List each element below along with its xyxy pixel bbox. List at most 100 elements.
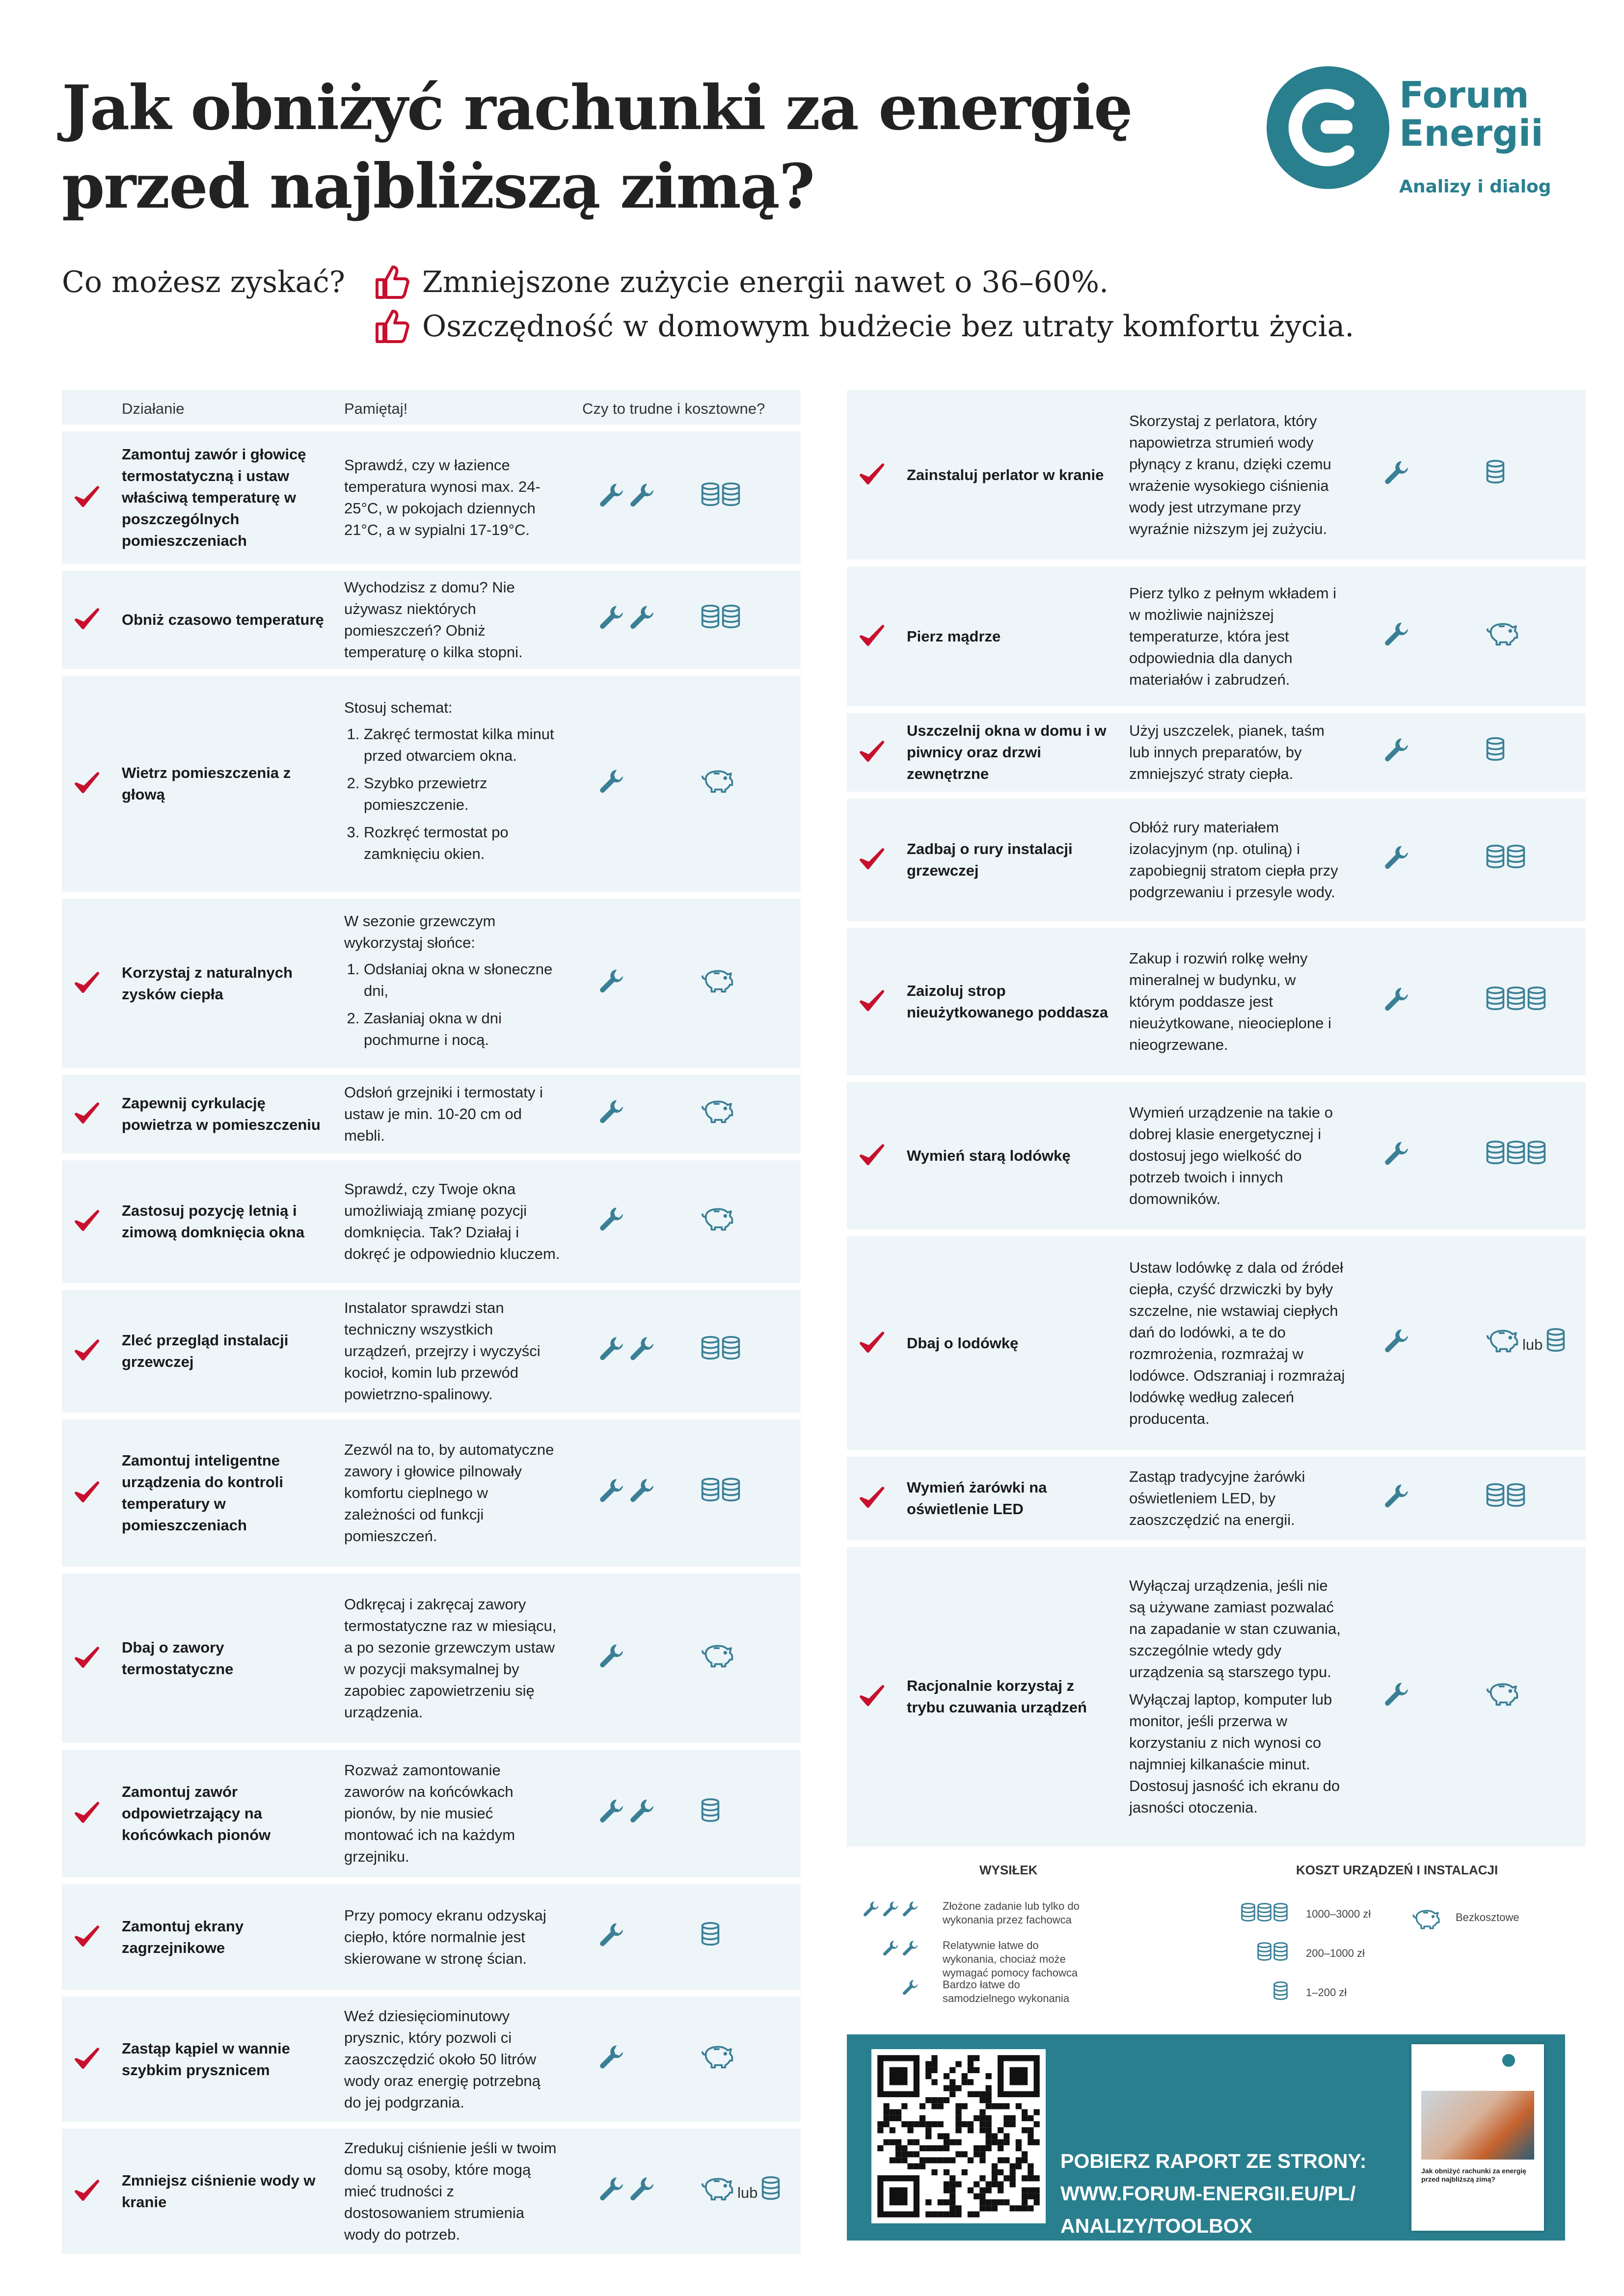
effort-rating xyxy=(1382,985,1412,1019)
header-action: Działanie xyxy=(122,400,185,417)
action-text: Zastąp kąpiel w wannie szybkim prysznice… xyxy=(122,2039,290,2079)
action-row: Pierz mądrze Pierz tylko z pełnym wkładem… xyxy=(847,566,1586,706)
action-text: Zainstaluj perlator w kranie xyxy=(907,466,1104,483)
action-row: Zastąp kąpiel w wannie szybkim prysznice… xyxy=(62,1997,801,2122)
remember-text: Rozważ zamontowanie zaworów na końcówkac… xyxy=(344,1762,515,1865)
piggy-bank-icon xyxy=(1486,622,1518,645)
thumbs-up-icon xyxy=(376,266,409,299)
effort-rating xyxy=(1382,458,1412,492)
or-label: lub xyxy=(1522,1335,1543,1353)
wrench-icon xyxy=(600,1922,623,1946)
wrench-icon xyxy=(600,1337,623,1361)
wrench-icon xyxy=(600,770,623,793)
action-row: Uszczelnij okna w domu i w piwnicy oraz … xyxy=(847,713,1586,792)
coins-stack-icon xyxy=(701,1335,720,1360)
remember-text: Przy pomocy ekranu odzyskaj ciepło, któr… xyxy=(344,1906,546,1967)
action-text: Zapewnij cyrkulację powietrza w pomieszc… xyxy=(122,1095,321,1133)
coins-stack-icon xyxy=(701,1922,720,1946)
checkmark-icon xyxy=(75,1481,100,1503)
effort-rating xyxy=(597,481,658,515)
legend-free: Bezkosztowe xyxy=(1411,1907,1519,1930)
cost-rating xyxy=(700,1476,741,1510)
wrench-icon xyxy=(600,1644,623,1667)
legend-cost-title: KOSZT URZĄDZEŃ I INSTALACJI xyxy=(1296,1863,1498,1877)
remember-text: Skorzystaj z perlatora, który napowietrz… xyxy=(1129,412,1331,537)
action-text: Obniż czasowo temperaturę xyxy=(122,611,324,628)
checkmark-icon xyxy=(860,1487,885,1508)
checkmark-icon xyxy=(75,1210,100,1231)
wrench-icon xyxy=(1385,738,1408,762)
effort-rating xyxy=(1382,1680,1412,1714)
logo-name: Forum Energii xyxy=(1399,74,1543,155)
wrench-icon xyxy=(903,1901,918,1917)
coins-stack-icon xyxy=(762,2176,780,2200)
piggy-bank-icon xyxy=(701,1100,733,1123)
action-row: Dbaj o zawory termostatyczne Odkręcaj i z… xyxy=(62,1574,801,1743)
gains-label: Co możesz zyskać? xyxy=(62,265,345,299)
action-text: Zleć przegląd instalacji grzewczej xyxy=(122,1332,289,1370)
effort-rating xyxy=(597,1097,627,1131)
coins-stack-icon xyxy=(701,1798,720,1822)
remember-text: Weź dziesięciominutowy prysznic, który p… xyxy=(344,2007,541,2111)
coins-stack-icon xyxy=(1507,844,1525,869)
cost-rating xyxy=(700,1796,721,1831)
action-row: Zaizoluj strop nieużytkowanego poddasza Z… xyxy=(847,928,1586,1075)
wrench-icon xyxy=(600,1799,623,1823)
wrench-icon xyxy=(600,1100,623,1123)
coins-stack-icon xyxy=(701,1477,720,1502)
qr-code[interactable] xyxy=(871,2049,1046,2223)
checkmark-icon xyxy=(860,1685,885,1707)
logo-e-icon xyxy=(1267,66,1389,189)
legend: WYSIŁEK KOSZT URZĄDZEŃ I INSTALACJI Złoż… xyxy=(847,1863,1586,2005)
coins-stack-icon xyxy=(1241,1903,1255,1922)
action-row: Zapewnij cyrkulację powietrza w pomieszc… xyxy=(62,1075,801,1153)
action-text: Zamontuj ekrany zagrzejnikowe xyxy=(122,1917,244,1956)
piggy-bank-icon xyxy=(701,1208,733,1231)
download-banner: POBIERZ RAPORT ZE STRONY: WWW.FORUM-ENER… xyxy=(847,2034,1565,2241)
cost-rating xyxy=(1485,1139,1547,1173)
remember-text: Wychodzisz z domu? Nie używasz niektóryc… xyxy=(344,579,523,661)
action-row: Zamontuj inteligentne urządzenia do kont… xyxy=(62,1419,801,1567)
coins-stack-icon xyxy=(1527,986,1546,1011)
piggy-bank-icon xyxy=(701,1644,733,1667)
action-text: Wietrz pomieszczenia z głową xyxy=(122,764,291,803)
effort-rating xyxy=(1382,1139,1412,1173)
remember-text: Zredukuj ciśnienie jeśli w twoim domu są… xyxy=(344,2139,557,2243)
cost-rating xyxy=(700,481,741,515)
action-row: Zmniejsz ciśnienie wody w kranie Zredukuj… xyxy=(62,2129,801,2254)
wrench-icon xyxy=(1385,1484,1408,1508)
remember-text: Wymień urządzenie na takie o dobrej klas… xyxy=(1129,1104,1333,1207)
remember-text: Zastąp tradycyjne żarówki oświetleniem L… xyxy=(1129,1468,1305,1528)
banner-url-line-2[interactable]: ANALIZY/TOOLBOX xyxy=(1060,2215,1253,2237)
wrench-icon xyxy=(1385,622,1408,645)
title-line-2: przed najbliższą zimą? xyxy=(62,151,815,222)
remember-text: Sprawdź, czy Twoje okna umożliwiają zmia… xyxy=(344,1180,560,1262)
coins-stack-icon xyxy=(1273,1942,1288,1961)
coins-stack-icon xyxy=(1486,844,1505,869)
wrench-icon xyxy=(630,1337,653,1361)
effort-rating xyxy=(597,1920,627,1954)
coins-stack-icon xyxy=(1273,1903,1288,1922)
checkmark-icon xyxy=(75,971,100,993)
coins-stack-icon xyxy=(1486,459,1505,483)
cost-rating xyxy=(1485,843,1526,877)
coins-stack-icon xyxy=(1527,1140,1546,1165)
effort-rating xyxy=(597,2042,627,2077)
action-text: Zamontuj inteligentne urządzenia do kont… xyxy=(122,1452,283,1534)
cost-rating xyxy=(700,1204,734,1239)
logo-tagline: Analizy i dialog xyxy=(1399,177,1551,197)
header-hard: Czy to trudne i kosztowne? xyxy=(582,400,765,417)
coins-stack-icon xyxy=(1257,1942,1272,1961)
wrench-icon xyxy=(1385,1329,1408,1352)
banner-url-line-1[interactable]: WWW.FORUM-ENERGII.EU/PL/ xyxy=(1060,2182,1356,2205)
wrench-icon xyxy=(903,1941,918,1956)
action-row: Zamontuj zawór i głowicę termostatyczną … xyxy=(62,431,801,564)
action-text: Uszczelnij okna w domu i w piwnicy oraz … xyxy=(907,722,1107,782)
remember-text: Wyłączaj urządzenia, jeśli nie są używan… xyxy=(1129,1577,1341,1816)
coins-stack-icon xyxy=(1486,986,1505,1011)
checkmark-icon xyxy=(75,1925,100,1947)
action-text: Zadbaj o rury instalacji grzewczej xyxy=(907,840,1073,879)
remember-text: Odsłoń grzejniki i termostaty i ustaw je… xyxy=(344,1084,543,1144)
effort-rating xyxy=(597,966,627,1001)
checkmark-icon xyxy=(75,772,100,794)
